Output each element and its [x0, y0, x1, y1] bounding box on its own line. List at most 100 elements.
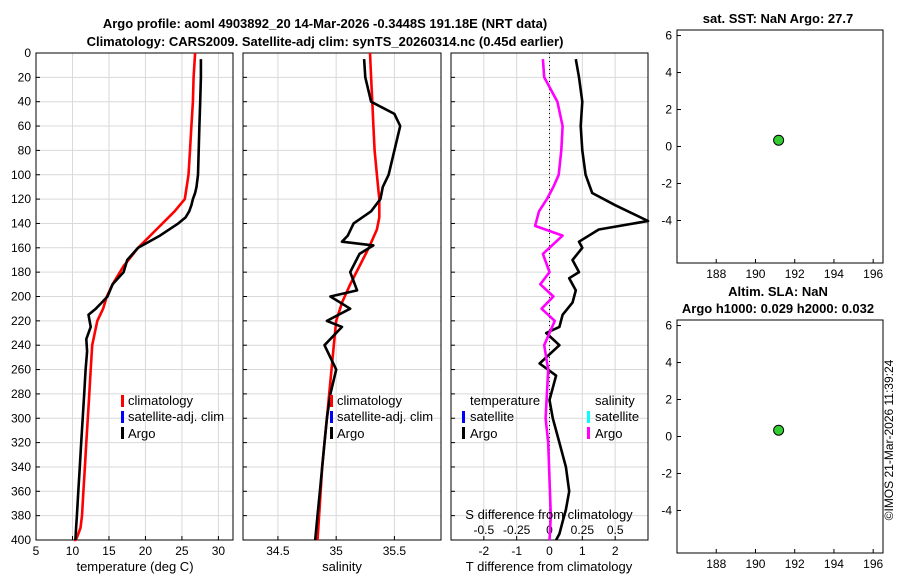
salinity-legend: climatology satellite-adj. clim Argo [330, 393, 433, 441]
difference-panel: -2 -1 0 1 2-0.5 -0.25 0 0.25 0.5 [450, 52, 650, 558]
y-tick-label: 0 [665, 140, 672, 154]
x-tick-label: 35.5 [383, 544, 407, 558]
legend-title-temperature: temperature [470, 393, 540, 408]
legend-label-argo: Argo [337, 426, 364, 441]
legend-swatch-t-argo [462, 427, 465, 439]
x-tick-label: 0 [546, 544, 553, 558]
x-tick-label: 15 [102, 544, 116, 558]
y-tick-label: -4 [661, 503, 672, 517]
x-tick-label: -2 [478, 544, 489, 558]
y-tick-label: 400 [11, 533, 31, 547]
x-tick-label: 35 [329, 544, 343, 558]
y-tick-label: 260 [11, 363, 31, 377]
y-tick-label: 0 [665, 430, 672, 444]
s-tick-label: -0.5 [473, 523, 494, 537]
series-line-argo [74, 59, 203, 541]
legend-label-satellite: satellite-adj. clim [337, 409, 433, 424]
sst-panel: 188 190 192 194 196 6 4 2 0 -2 -4 [661, 29, 883, 281]
salinity-xlabel: salinity [322, 559, 362, 574]
axes-frame [676, 319, 884, 554]
y-tick-label: 4 [665, 66, 672, 80]
y-tick-label: 280 [11, 387, 31, 401]
x-tick-label: 192 [785, 557, 805, 571]
y-tick-label: 360 [11, 484, 31, 498]
x-tick-label: 196 [863, 557, 883, 571]
x-tick-label: 194 [824, 267, 844, 281]
y-tick-label: 180 [11, 265, 31, 279]
y-tick-label: 2 [665, 393, 672, 407]
sst-title: sat. SST: NaN Argo: 27.7 [703, 11, 854, 26]
x-tick-label: 5 [33, 544, 40, 558]
y-tick-label: -2 [661, 176, 672, 190]
s-tick-label: -0.25 [503, 523, 531, 537]
y-tick-label: 140 [11, 216, 31, 230]
axes-frame [676, 29, 884, 264]
y-tick-label: 160 [11, 241, 31, 255]
legend-label-argo: Argo [128, 426, 155, 441]
legend-label-t-argo: Argo [470, 426, 497, 441]
y-tick-label: 20 [18, 70, 32, 84]
x-tick-label: 25 [175, 544, 189, 558]
y-tick-label: 100 [11, 168, 31, 182]
data-point [773, 134, 785, 146]
legend-label-s-satellite: satellite [595, 409, 639, 424]
imos-credit: ©IMOS 21-Mar-2026 11:39:24 [882, 359, 896, 520]
series-line-climatology [73, 52, 197, 542]
temperature-panel: 5 10 15 20 25 3002040608010012014016018020022… [11, 46, 234, 558]
y-tick-label: 320 [11, 436, 31, 450]
y-tick-label: 6 [665, 29, 672, 43]
temperature-xlabel: temperature (deg C) [76, 559, 193, 574]
salinity-panel: 34.5 35 35.5 [242, 52, 442, 558]
legend-swatch-t-satellite [462, 411, 465, 423]
x-tick-label: 20 [139, 544, 153, 558]
y-tick-label: 340 [11, 460, 31, 474]
legend-swatch-s-satellite [587, 411, 590, 423]
difference-top-label: S difference from climatology [465, 507, 633, 522]
x-tick-label: 194 [824, 557, 844, 571]
series-line-s-diff-argo [533, 59, 564, 541]
sla-panel: 188 190 192 194 196 6 4 2 0 -2 -4 [661, 319, 883, 571]
x-tick-label: 1 [579, 544, 586, 558]
legend-swatch-argo [330, 427, 333, 439]
x-tick-label: 2 [612, 544, 619, 558]
legend-title-salinity: salinity [595, 393, 635, 408]
x-tick-label: 34.5 [266, 544, 290, 558]
y-tick-label: -4 [661, 213, 672, 227]
y-tick-label: 220 [11, 314, 31, 328]
legend-swatch-climatology [330, 395, 333, 407]
difference-legend: temperature satellite Argo salinity sate… [462, 393, 639, 441]
y-tick-label: 2 [665, 103, 672, 117]
y-tick-label: 300 [11, 411, 31, 425]
x-tick-label: 196 [863, 267, 883, 281]
legend-label-climatology: climatology [128, 393, 194, 408]
temperature-legend: climatology satellite-adj. clim Argo [121, 393, 224, 441]
y-tick-label: 0 [24, 46, 31, 60]
x-tick-label: 188 [706, 557, 726, 571]
sla-title-2: Argo h1000: 0.029 h2000: 0.032 [682, 301, 874, 316]
y-tick-label: 40 [18, 95, 32, 109]
x-tick-label: 30 [212, 544, 226, 558]
legend-swatch-satellite [330, 411, 333, 423]
y-tick-label: 120 [11, 192, 31, 206]
legend-swatch-s-argo [587, 427, 590, 439]
legend-swatch-climatology [121, 395, 124, 407]
title-line-2: Climatology: CARS2009. Satellite-adj cli… [87, 34, 564, 49]
title-line-1: Argo profile: aoml 4903892_20 14-Mar-202… [103, 16, 547, 31]
sla-title-1: Altim. SLA: NaN [728, 284, 828, 299]
data-point [773, 424, 785, 436]
y-tick-label: 380 [11, 509, 31, 523]
x-tick-label: 10 [66, 544, 80, 558]
x-tick-label: 190 [745, 557, 765, 571]
series-line-t-diff-argo [538, 58, 650, 541]
y-tick-label: 240 [11, 338, 31, 352]
legend-swatch-satellite [121, 411, 124, 423]
y-tick-label: 200 [11, 290, 31, 304]
s-tick-label: 0.5 [607, 523, 624, 537]
legend-label-satellite: satellite-adj. clim [128, 409, 224, 424]
x-tick-label: 192 [785, 267, 805, 281]
y-tick-label: 60 [18, 119, 32, 133]
legend-label-s-argo: Argo [595, 426, 622, 441]
legend-label-climatology: climatology [337, 393, 403, 408]
x-tick-label: -1 [511, 544, 522, 558]
